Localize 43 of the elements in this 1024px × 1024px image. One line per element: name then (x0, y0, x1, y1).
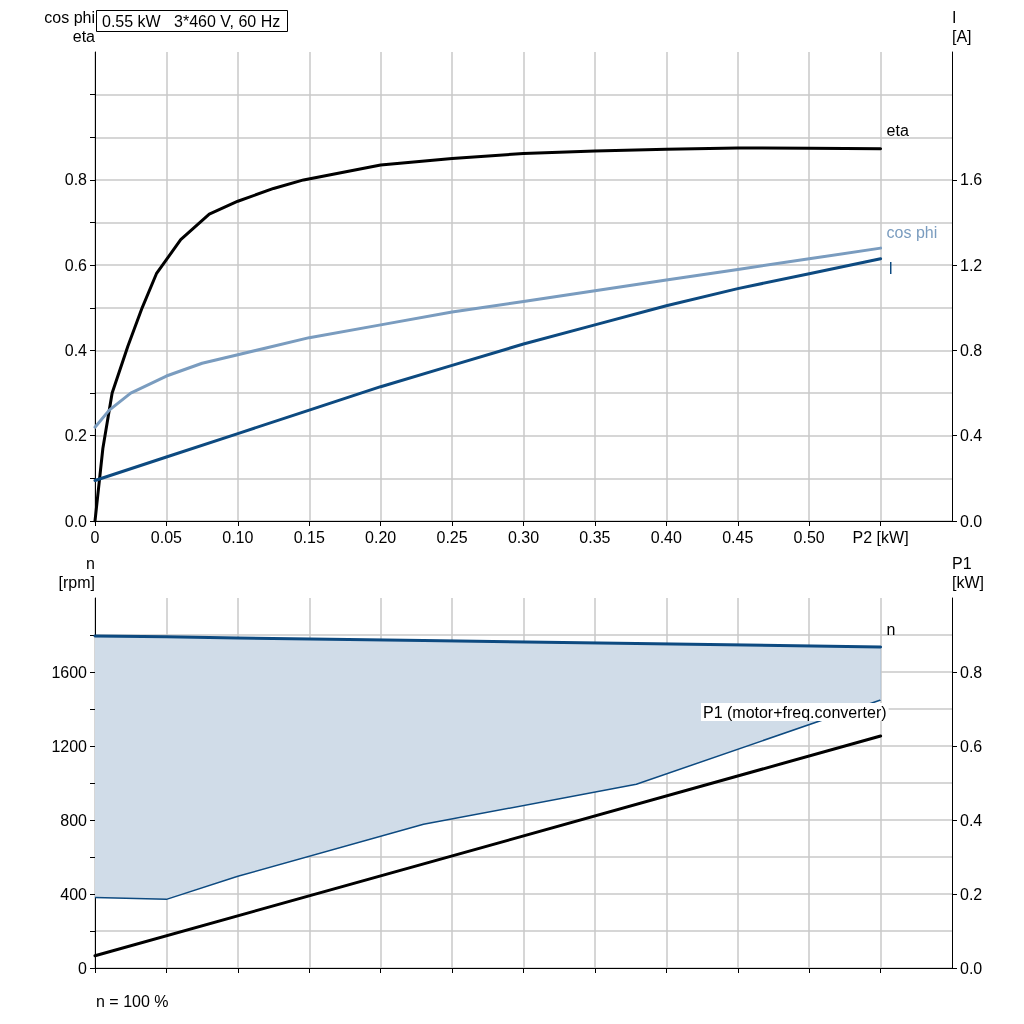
y2-tick-label: 1.6 (960, 171, 983, 189)
text: n = 100 % (96, 992, 169, 1010)
y-tick-label: 0.0 (64, 512, 88, 530)
y2-axis-title: I [A] (952, 9, 972, 45)
y-tick-label: 0.2 (64, 427, 88, 445)
y-axis-title: cos phi eta (44, 9, 96, 45)
x-tick-label: 0.10 (222, 528, 254, 546)
y-tick-label: 1600 (51, 663, 88, 681)
y2-tick-label: 0.6 (960, 737, 983, 755)
y2-tick-label: 0.8 (960, 341, 983, 359)
y2-tick-label: 0.8 (960, 663, 983, 681)
y-tick-label: 400 (60, 885, 88, 903)
y2-axis-title: P1 [kW] (952, 555, 984, 591)
y2-tick-label: 1.2 (960, 256, 983, 274)
x-tick-label: P2 [kW] (852, 528, 909, 546)
y2-tick-label: 0.2 (960, 885, 983, 903)
x-tick-label: 0.50 (793, 528, 825, 546)
y-tick-label: 0.4 (64, 341, 88, 359)
y-tick-label: 800 (60, 811, 88, 829)
x-tick-label: 0.35 (579, 528, 611, 546)
x-tick-label: 0.40 (650, 528, 683, 546)
x-tick-label: 0.30 (507, 528, 540, 546)
series-label: eta (886, 122, 909, 140)
y2-tick-label: 0.0 (960, 512, 983, 530)
y2-tick-label: 0.4 (960, 811, 983, 829)
y-tick-label: 0.8 (64, 171, 88, 189)
series-label: cos phi (886, 223, 938, 241)
x-tick-label: 0 (90, 528, 100, 546)
series-label: n (886, 620, 896, 638)
y2-tick-label: 0.0 (960, 959, 983, 977)
x-tick-label: 0.15 (293, 528, 325, 546)
y-tick-label: 0 (78, 959, 88, 977)
x-tick-label: 0.20 (365, 528, 397, 546)
y-tick-label: 0.6 (64, 256, 88, 274)
x-tick-label: 0.45 (722, 528, 754, 546)
x-tick-label: 0.05 (150, 528, 183, 546)
y-axis-title: n [rpm] (58, 555, 95, 591)
chart-title: 0.55 kW 3*460 V, 60 Hz (102, 12, 281, 30)
y2-tick-label: 0.4 (960, 427, 983, 445)
series-label: I (888, 260, 894, 278)
series-label: P1 (motor+freq.converter) (702, 703, 887, 721)
x-tick-label: 0.25 (436, 528, 468, 546)
y-tick-label: 1200 (51, 737, 88, 755)
